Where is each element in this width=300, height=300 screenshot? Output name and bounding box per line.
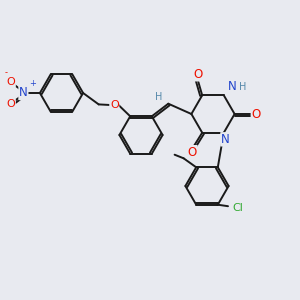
Text: H: H (155, 92, 162, 102)
Text: O: O (110, 100, 119, 110)
Text: N: N (221, 133, 230, 146)
Text: H: H (239, 82, 246, 92)
Text: O: O (6, 76, 15, 87)
Text: -: - (4, 68, 7, 77)
Text: +: + (29, 80, 36, 88)
Text: O: O (252, 107, 261, 121)
Text: Cl: Cl (233, 203, 244, 213)
Text: O: O (193, 68, 202, 81)
Text: O: O (188, 146, 197, 159)
Text: O: O (6, 99, 15, 110)
Text: N: N (228, 80, 237, 93)
Text: N: N (19, 86, 28, 100)
